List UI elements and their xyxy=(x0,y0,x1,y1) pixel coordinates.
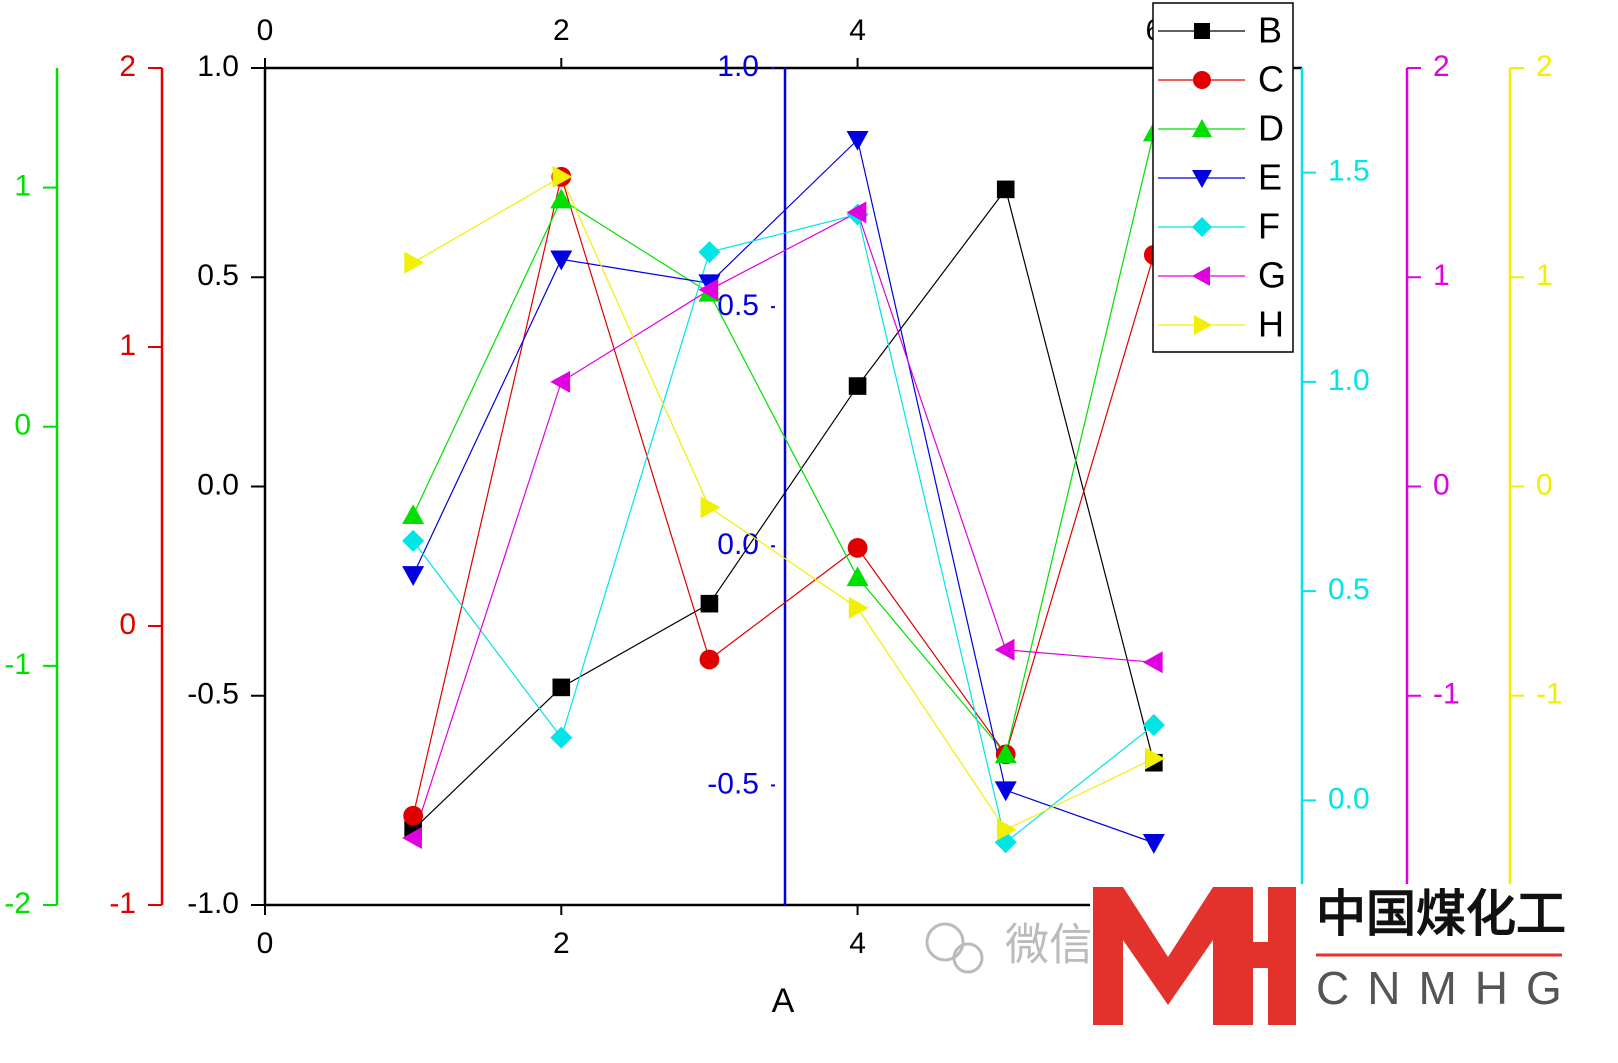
y-tick-label: -2 xyxy=(4,887,31,920)
y-tick-label: 1 xyxy=(14,169,31,202)
logo-cn: 中国煤化工 xyxy=(1316,886,1566,942)
y-tick-label: -1 xyxy=(1433,678,1460,711)
y-tick-label: 0.5 xyxy=(197,259,239,292)
marker xyxy=(1193,71,1211,89)
legend-label: E xyxy=(1258,157,1282,198)
y-tick-label: -1.0 xyxy=(187,887,239,920)
y-tick-label: 1 xyxy=(1433,259,1450,292)
legend-label: F xyxy=(1258,206,1280,247)
watermark-text: 微信 xyxy=(1005,921,1093,970)
x-tick-label-top: 2 xyxy=(553,14,570,47)
y-tick-label: 1.0 xyxy=(717,50,759,83)
y-tick-label: 1.0 xyxy=(197,50,239,83)
marker xyxy=(402,504,425,524)
marker xyxy=(996,180,1015,199)
marker xyxy=(699,649,720,670)
marker xyxy=(847,537,868,558)
marker xyxy=(1194,23,1210,39)
y-tick-label: 0.0 xyxy=(197,468,239,501)
x-axis-label: A xyxy=(772,982,795,1020)
marker xyxy=(1192,170,1212,188)
legend-label: C xyxy=(1258,59,1284,100)
x-tick-label-top: 4 xyxy=(849,14,866,47)
marker xyxy=(1192,266,1210,286)
marker xyxy=(848,596,869,619)
marker xyxy=(700,594,719,613)
marker xyxy=(552,678,571,697)
marker xyxy=(402,827,422,850)
wechat-icon xyxy=(925,922,965,962)
legend-label: B xyxy=(1258,10,1282,51)
marker xyxy=(404,251,425,274)
marker xyxy=(846,201,867,224)
marker xyxy=(1142,834,1165,854)
y-tick-label: 0 xyxy=(14,409,31,442)
marker xyxy=(994,781,1017,802)
series-line xyxy=(412,132,1155,756)
marker xyxy=(848,377,867,395)
y-tick-label: 0.5 xyxy=(1328,573,1370,606)
y-tick-label: 2 xyxy=(1433,50,1450,83)
y-tick-label: 0 xyxy=(119,608,136,641)
marker xyxy=(552,165,573,188)
marker xyxy=(994,638,1015,661)
marker xyxy=(550,250,573,271)
y-tick-label: 0.0 xyxy=(1328,782,1370,815)
x-tick-label: 2 xyxy=(553,927,570,960)
y-tick-label: 2 xyxy=(119,50,136,83)
x-tick-label: 0 xyxy=(257,927,274,960)
y-tick-label: -1 xyxy=(1536,678,1563,711)
series-line xyxy=(412,211,1154,839)
series-line xyxy=(412,188,1155,831)
y-tick-label: 0.0 xyxy=(717,528,759,561)
y-tick-label: 1.5 xyxy=(1328,155,1370,188)
marker xyxy=(550,726,573,749)
logo-en: CNMHG xyxy=(1316,962,1580,1014)
x-tick-label: 4 xyxy=(849,927,866,960)
marker xyxy=(403,805,424,826)
marker xyxy=(698,278,719,301)
series-line xyxy=(412,175,1155,831)
marker xyxy=(996,818,1017,841)
y-tick-label: -1 xyxy=(109,887,136,920)
legend-label: H xyxy=(1258,304,1284,345)
y-tick-label: 0 xyxy=(1433,468,1450,501)
marker xyxy=(550,188,573,209)
marker xyxy=(1145,747,1165,770)
y-tick-label: -0.5 xyxy=(707,767,759,800)
y-tick-label: 0 xyxy=(1536,468,1553,501)
series-line xyxy=(412,138,1155,844)
marker xyxy=(1192,217,1212,237)
watermark: 微信 中国煤化工 CNMHG xyxy=(925,884,1618,1029)
y-tick-label: 0.5 xyxy=(717,289,759,322)
x-tick-label-top: 0 xyxy=(257,14,274,47)
wechat-icon xyxy=(952,942,984,974)
marker xyxy=(700,496,721,519)
marker xyxy=(698,241,721,264)
marker xyxy=(1194,315,1212,335)
y-tick-label: 2 xyxy=(1536,50,1553,83)
y-tick-label: 1 xyxy=(1536,259,1553,292)
marker xyxy=(846,130,869,151)
marker xyxy=(402,529,425,552)
marker xyxy=(402,566,425,586)
y-tick-label: 1 xyxy=(119,329,136,362)
series-line xyxy=(412,174,1155,816)
marker xyxy=(846,566,869,587)
marker xyxy=(1142,651,1163,674)
series-line xyxy=(412,213,1155,844)
y-tick-label: -1 xyxy=(4,648,31,681)
legend-label: D xyxy=(1258,108,1284,149)
marker xyxy=(1192,119,1212,137)
y-tick-label: -0.5 xyxy=(187,678,239,711)
logo-mh xyxy=(1093,887,1296,1025)
legend-label: G xyxy=(1258,255,1286,296)
marker xyxy=(994,743,1017,764)
marker xyxy=(550,370,571,393)
y-tick-label: 1.0 xyxy=(1328,364,1370,397)
marker xyxy=(1142,714,1165,737)
